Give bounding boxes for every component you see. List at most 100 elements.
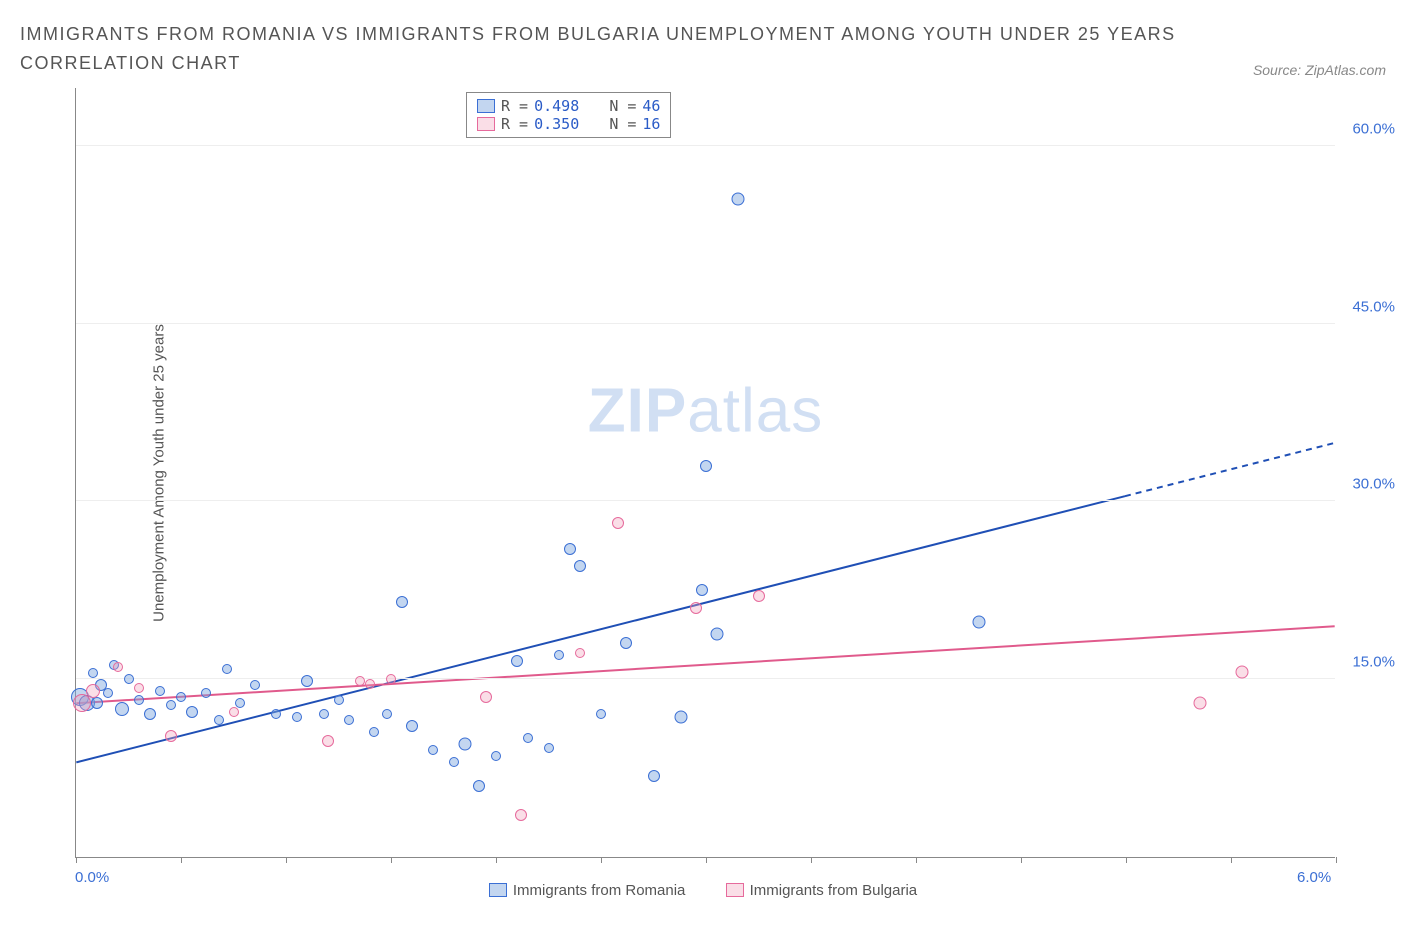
data-point <box>620 637 632 649</box>
swatch-bulgaria <box>726 883 744 897</box>
data-point <box>575 648 585 658</box>
x-tick <box>286 857 287 863</box>
data-point <box>674 710 687 723</box>
x-tick <box>706 857 707 863</box>
watermark-atlas: atlas <box>687 376 823 445</box>
chart-title: IMMIGRANTS FROM ROMANIA VS IMMIGRANTS FR… <box>20 20 1176 78</box>
legend-label-romania: Immigrants from Romania <box>513 882 686 899</box>
data-point <box>574 560 586 572</box>
data-point <box>648 770 660 782</box>
data-point <box>596 709 606 719</box>
data-point <box>103 688 113 698</box>
stats-row-romania: R = 0.498 N = 46 <box>477 97 660 115</box>
data-point <box>115 702 129 716</box>
x-tick <box>1021 857 1022 863</box>
data-point <box>134 695 144 705</box>
data-point <box>1235 665 1248 678</box>
data-point <box>201 688 211 698</box>
data-point <box>406 720 418 732</box>
data-point <box>271 709 281 719</box>
data-point <box>222 664 232 674</box>
data-point <box>710 627 723 640</box>
n-value-bulgaria: 16 <box>642 115 660 133</box>
data-point <box>700 460 712 472</box>
n-label: N = <box>609 115 636 133</box>
data-point <box>124 674 134 684</box>
data-point <box>473 780 485 792</box>
data-point <box>250 680 260 690</box>
y-tick-label: 30.0% <box>1352 476 1395 493</box>
data-point <box>564 543 576 555</box>
data-point <box>458 738 471 751</box>
x-tick <box>391 857 392 863</box>
x-tick <box>811 857 812 863</box>
legend-item-romania: Immigrants from Romania <box>489 882 686 899</box>
data-point <box>480 691 492 703</box>
data-point <box>229 707 239 717</box>
data-point <box>344 715 354 725</box>
r-label: R = <box>501 115 528 133</box>
data-point <box>186 706 198 718</box>
data-point <box>386 674 396 684</box>
legend-item-bulgaria: Immigrants from Bulgaria <box>726 882 918 899</box>
stats-legend: R = 0.498 N = 46 R = 0.350 N = 16 <box>466 92 671 138</box>
data-point <box>88 668 98 678</box>
header-row: IMMIGRANTS FROM ROMANIA VS IMMIGRANTS FR… <box>20 20 1386 78</box>
x-axis-max-label: 6.0% <box>1297 869 1331 886</box>
data-point <box>166 700 176 710</box>
data-point <box>973 616 986 629</box>
n-label: N = <box>609 97 636 115</box>
data-point <box>369 727 379 737</box>
data-point <box>144 708 156 720</box>
data-point <box>523 733 533 743</box>
data-point <box>334 695 344 705</box>
data-point <box>86 684 100 698</box>
source-attribution: Source: ZipAtlas.com <box>1253 62 1386 78</box>
n-value-romania: 46 <box>642 97 660 115</box>
gridline <box>76 500 1335 501</box>
plot-area: ZIPatlas R = 0.498 N = 46 R = 0.350 N = <box>75 88 1335 858</box>
data-point <box>134 683 144 693</box>
data-point <box>690 602 702 614</box>
y-tick-label: 60.0% <box>1352 120 1395 137</box>
x-tick <box>916 857 917 863</box>
y-tick-label: 45.0% <box>1352 298 1395 315</box>
x-tick <box>1231 857 1232 863</box>
data-point <box>365 679 375 689</box>
watermark: ZIPatlas <box>588 375 823 446</box>
data-point <box>155 686 165 696</box>
x-axis-min-label: 0.0% <box>75 869 109 886</box>
swatch-bulgaria <box>477 117 495 131</box>
data-point <box>91 697 103 709</box>
title-line-2: CORRELATION CHART <box>20 53 241 73</box>
data-point <box>235 698 245 708</box>
r-value-romania: 0.498 <box>534 97 579 115</box>
series-legend: Immigrants from Romania Immigrants from … <box>20 882 1386 902</box>
data-point <box>214 715 224 725</box>
x-tick <box>1336 857 1337 863</box>
data-point <box>1193 696 1206 709</box>
x-tick <box>496 857 497 863</box>
plot-wrap: Unemployment Among Youth under 25 years … <box>20 88 1386 858</box>
gridline <box>76 323 1335 324</box>
x-tick <box>76 857 77 863</box>
data-point <box>292 712 302 722</box>
data-point <box>753 590 765 602</box>
data-point <box>382 709 392 719</box>
data-point <box>731 193 744 206</box>
data-point <box>322 735 334 747</box>
data-point <box>554 650 564 660</box>
data-point <box>515 809 527 821</box>
x-tick <box>1126 857 1127 863</box>
gridline <box>76 678 1335 679</box>
data-point <box>544 743 554 753</box>
watermark-zip: ZIP <box>588 376 687 445</box>
data-point <box>355 676 365 686</box>
data-point <box>511 655 523 667</box>
r-label: R = <box>501 97 528 115</box>
data-point <box>612 517 624 529</box>
data-point <box>428 745 438 755</box>
x-tick <box>181 857 182 863</box>
data-point <box>165 730 177 742</box>
data-point <box>301 675 313 687</box>
